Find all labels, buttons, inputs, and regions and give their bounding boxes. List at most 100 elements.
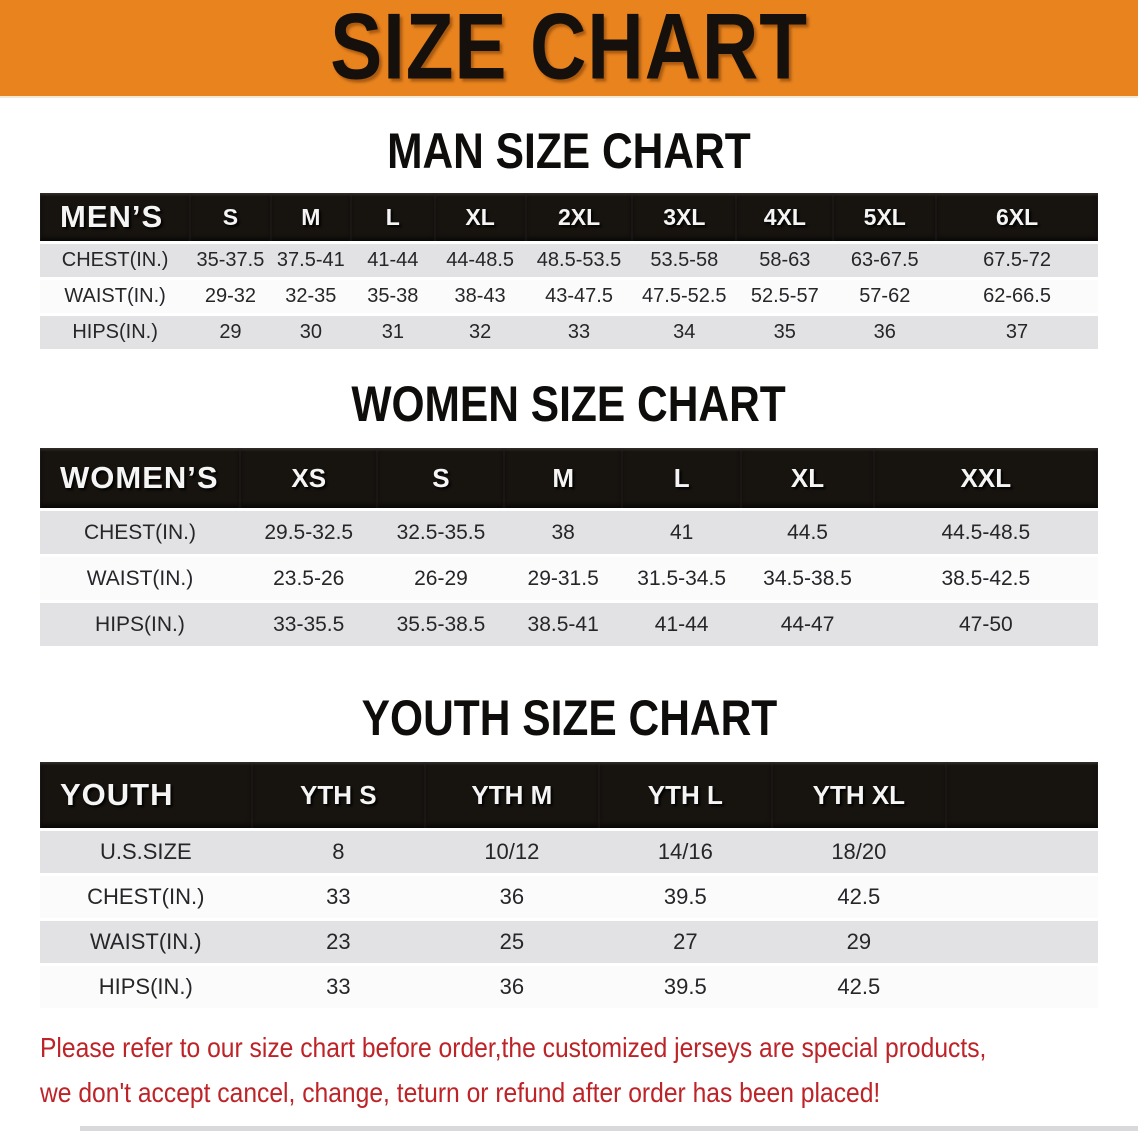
table-row: CHEST(IN.) 35-37.5 37.5-41 41-44 44-48.5 48.5…	[40, 244, 1098, 277]
size-column-header: 5XL	[833, 193, 937, 241]
filler-cell	[945, 876, 1098, 918]
table-row: WAIST(IN.) 23.5-26 26-29 29-31.5 31.5-34.5 34…	[40, 557, 1098, 600]
size-column-header: XXL	[873, 448, 1098, 508]
size-column-header: 6XL	[936, 193, 1098, 241]
value-cell: 63-67.5	[833, 244, 937, 277]
value-cell: 41-44	[351, 244, 435, 277]
value-cell: 38-43	[434, 280, 526, 313]
row-label: WAIST(IN.)	[40, 921, 252, 963]
value-cell: 29	[190, 316, 271, 349]
disclaimer-line1: Please refer to our size chart before or…	[40, 1032, 987, 1063]
mens-size-table: MEN’S S M L XL 2XL 3XL 4XL 5XL 6XL CHEST(IN.) 35-37…	[40, 190, 1098, 352]
size-column-header: 2XL	[525, 193, 633, 241]
value-cell: 38.5-42.5	[873, 557, 1098, 600]
filler-cell	[945, 831, 1098, 873]
value-cell: 30	[270, 316, 352, 349]
value-cell: 35	[736, 316, 834, 349]
value-cell: 37.5-41	[270, 244, 352, 277]
womens-chart-heading-text: WOMEN SIZE CHART	[351, 376, 787, 432]
value-cell: 23	[251, 921, 426, 963]
size-column-header: YTH S	[251, 762, 426, 828]
row-label: HIPS(IN.)	[40, 966, 252, 1008]
value-cell: 25	[425, 921, 599, 963]
value-cell: 52.5-57	[736, 280, 834, 313]
banner: SIZE CHART	[0, 0, 1138, 98]
value-cell: 44-47	[741, 603, 874, 646]
value-cell: 41	[621, 511, 742, 554]
youth-chart-heading-text: YOUTH SIZE CHART	[361, 690, 777, 746]
table-row: WAIST(IN.) 23 25 27 29	[40, 921, 1098, 963]
size-column-header: S	[190, 193, 271, 241]
row-label: WAIST(IN.)	[40, 280, 191, 313]
row-label: CHEST(IN.)	[40, 511, 240, 554]
value-cell: 36	[833, 316, 937, 349]
table-row: HIPS(IN.) 29 30 31 32 33 34 35 36 37	[40, 316, 1098, 349]
size-column-header: 4XL	[736, 193, 834, 241]
row-label: CHEST(IN.)	[40, 876, 252, 918]
filler-cell	[945, 966, 1098, 1008]
value-cell: 33-35.5	[239, 603, 378, 646]
value-cell: 29	[772, 921, 946, 963]
value-cell: 29-31.5	[504, 557, 622, 600]
youth-section: YOUTH SIZE CHART YOUTH YTH S YTH M YTH L YTH …	[0, 690, 1138, 1011]
value-cell: 38.5-41	[504, 603, 622, 646]
row-label: HIPS(IN.)	[40, 603, 240, 646]
value-cell: 57-62	[833, 280, 937, 313]
value-cell: 32.5-35.5	[377, 511, 505, 554]
value-cell: 33	[251, 876, 426, 918]
size-column-header: YTH XL	[772, 762, 946, 828]
mens-section: MAN SIZE CHART MEN’S S M L XL 2XL 3XL 4XL 5XL 6XL C…	[0, 126, 1138, 352]
youth-group-label: YOUTH	[40, 762, 252, 828]
value-cell: 48.5-53.5	[525, 244, 633, 277]
youth-header-row: YOUTH YTH S YTH M YTH L YTH XL	[40, 762, 1098, 828]
value-cell: 10/12	[425, 831, 599, 873]
disclaimer-line2: we don't accept cancel, change, teturn o…	[40, 1077, 881, 1108]
size-column-header: XS	[239, 448, 378, 508]
size-column-header: 3XL	[632, 193, 737, 241]
value-cell: 35-37.5	[190, 244, 271, 277]
table-row: HIPS(IN.) 33-35.5 35.5-38.5 38.5-41 41-44 44-…	[40, 603, 1098, 646]
value-cell: 58-63	[736, 244, 834, 277]
size-column-header: YTH L	[598, 762, 773, 828]
womens-size-table: WOMEN’S XS S M L XL XXL CHEST(IN.) 29.5-32.5 32.5…	[40, 445, 1098, 649]
size-column-header: M	[270, 193, 352, 241]
mens-header-row: MEN’S S M L XL 2XL 3XL 4XL 5XL 6XL	[40, 193, 1098, 241]
disclaimer: Please refer to our size chart before or…	[40, 1025, 1138, 1115]
value-cell: 47-50	[873, 603, 1098, 646]
size-column-header: XL	[741, 448, 874, 508]
value-cell: 31.5-34.5	[621, 557, 742, 600]
filler-cell	[945, 921, 1098, 963]
value-cell: 47.5-52.5	[632, 280, 737, 313]
youth-size-table: YOUTH YTH S YTH M YTH L YTH XL U.S.SIZE 8 10/12…	[40, 759, 1098, 1011]
chart-sections: MAN SIZE CHART MEN’S S M L XL 2XL 3XL 4XL 5XL 6XL C…	[0, 126, 1138, 1011]
value-cell: 31	[351, 316, 435, 349]
value-cell: 33	[525, 316, 633, 349]
value-cell: 32-35	[270, 280, 352, 313]
size-column-header: YTH M	[425, 762, 599, 828]
row-label: U.S.SIZE	[40, 831, 252, 873]
row-label: HIPS(IN.)	[40, 316, 191, 349]
mens-group-label: MEN’S	[40, 193, 191, 241]
mens-chart-heading: MAN SIZE CHART	[0, 126, 1138, 176]
table-row: CHEST(IN.) 33 36 39.5 42.5	[40, 876, 1098, 918]
value-cell: 35.5-38.5	[377, 603, 505, 646]
value-cell: 32	[434, 316, 526, 349]
filler-cell	[945, 762, 1098, 828]
value-cell: 38	[504, 511, 622, 554]
womens-section: WOMEN SIZE CHART WOMEN’S XS S M L XL XXL CHEST(I…	[0, 376, 1138, 649]
value-cell: 35-38	[351, 280, 435, 313]
value-cell: 14/16	[598, 831, 773, 873]
value-cell: 34.5-38.5	[741, 557, 874, 600]
table-row: WAIST(IN.) 29-32 32-35 35-38 38-43 43-47.5 47.…	[40, 280, 1098, 313]
row-label: CHEST(IN.)	[40, 244, 191, 277]
table-row: U.S.SIZE 8 10/12 14/16 18/20	[40, 831, 1098, 873]
value-cell: 37	[936, 316, 1098, 349]
size-column-header: L	[621, 448, 742, 508]
value-cell: 33	[251, 966, 426, 1008]
value-cell: 26-29	[377, 557, 505, 600]
womens-header-row: WOMEN’S XS S M L XL XXL	[40, 448, 1098, 508]
size-column-header: XL	[434, 193, 526, 241]
value-cell: 23.5-26	[239, 557, 378, 600]
row-label: WAIST(IN.)	[40, 557, 240, 600]
